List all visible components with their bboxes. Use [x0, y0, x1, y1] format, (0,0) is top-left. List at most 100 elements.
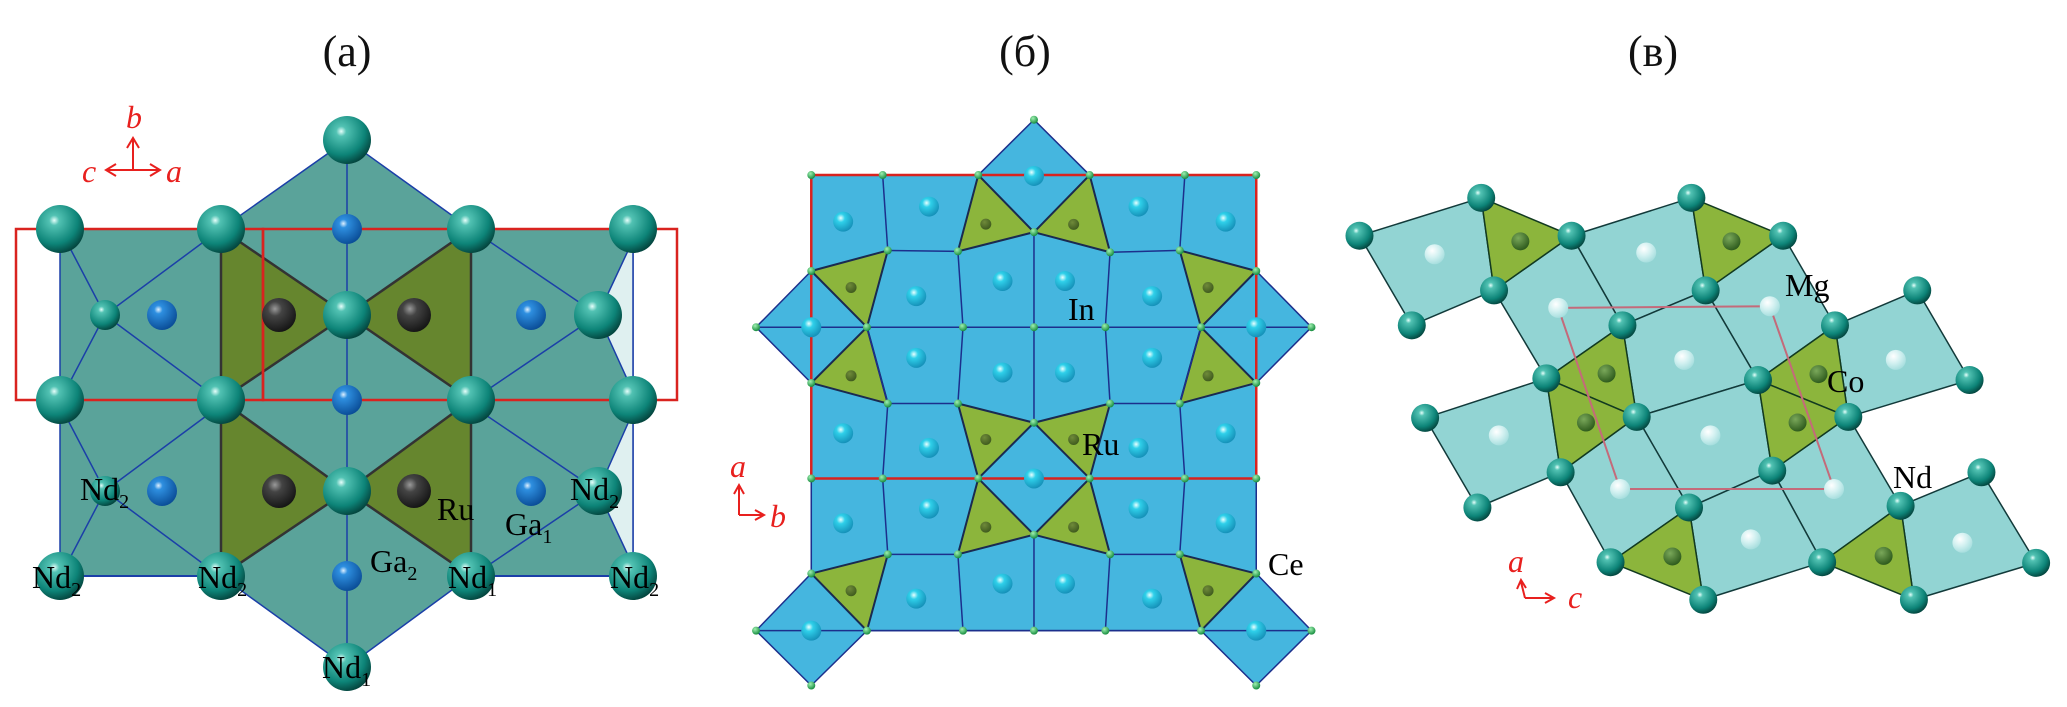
ga-atom — [332, 561, 362, 591]
co-triangle — [1609, 506, 1705, 601]
ce-atom — [1055, 573, 1075, 594]
ru-atom — [1068, 433, 1080, 445]
mg-atom — [1740, 529, 1761, 550]
in-atom — [1252, 171, 1261, 180]
ga-atom — [147, 300, 177, 330]
ce-atom — [1246, 620, 1267, 641]
co-atom — [1597, 364, 1616, 383]
in-atom — [974, 474, 983, 483]
nd-atom — [447, 552, 495, 600]
nd-atom — [197, 376, 245, 424]
in-atom — [752, 323, 761, 332]
in-atom — [959, 626, 967, 635]
in-atom — [1029, 626, 1038, 635]
in-atom — [1106, 550, 1115, 559]
nd-atom — [1480, 276, 1509, 305]
bond-edge — [1178, 327, 1202, 555]
in-atom — [1252, 378, 1261, 387]
ru-atom — [845, 370, 857, 382]
ce-atom — [919, 498, 939, 519]
ce-atom — [906, 347, 927, 368]
mg-atom — [1700, 425, 1721, 446]
nd-atom — [447, 205, 495, 253]
atom-label: Ga2 — [370, 543, 417, 585]
panel-b-structure — [752, 115, 1316, 690]
axis-label-a: a — [1508, 543, 1524, 579]
co-atom — [1663, 547, 1682, 566]
co-atom — [1511, 232, 1530, 251]
in-atom — [1106, 248, 1115, 257]
atom-label: Nd2 — [198, 559, 247, 601]
nd-atom — [323, 643, 371, 691]
in-atom — [883, 246, 892, 255]
axis-label-a: a — [166, 153, 182, 189]
nd-atom — [323, 467, 371, 515]
in-atom — [974, 171, 983, 180]
nd-atom — [1689, 585, 1718, 614]
panel-c-atom-labels: Mg Co Nd — [1785, 267, 1932, 495]
in-atom — [1180, 474, 1189, 483]
ga-atom — [516, 476, 546, 506]
in-atom — [1101, 323, 1110, 332]
mg-atom — [1759, 296, 1780, 317]
in-atom — [807, 681, 816, 690]
ru-atom — [980, 433, 992, 445]
nd-atom — [1691, 276, 1720, 305]
ce-atom — [1128, 437, 1149, 458]
ga-atom — [147, 476, 177, 506]
ru-atom — [845, 281, 857, 293]
in-atom — [1180, 171, 1189, 180]
ce-atom — [992, 573, 1013, 594]
mg-atom — [1424, 244, 1445, 265]
ru-triangle — [1178, 249, 1258, 329]
in-atom — [1175, 399, 1184, 408]
nd-atom — [1463, 493, 1492, 522]
in-atom — [1197, 323, 1205, 332]
ce-atom — [1055, 362, 1075, 383]
ce-atom — [833, 423, 854, 444]
ce-atom — [1215, 423, 1236, 444]
panel-c-structure — [1345, 183, 2051, 614]
atom-label-ce: Ce — [1268, 546, 1304, 582]
co-atom — [1722, 232, 1741, 251]
ce-atom — [801, 317, 822, 338]
ce-atom — [1215, 211, 1236, 232]
ru-triangle — [956, 477, 1035, 556]
in-atom — [807, 267, 816, 276]
ce-atom — [801, 620, 822, 641]
ce-atom — [906, 286, 927, 307]
in-atom — [807, 378, 816, 387]
in-atom — [953, 550, 962, 559]
axis-arrows-icon — [733, 482, 767, 521]
mg-atom — [1824, 479, 1845, 500]
bond-edge — [957, 554, 964, 631]
bond-edge — [866, 327, 889, 555]
panel-a-title: (a) — [323, 27, 372, 76]
nd-atom — [609, 205, 657, 253]
atom-label-co: Co — [1827, 363, 1864, 399]
nd-atom — [90, 476, 120, 506]
ru-atom — [980, 218, 992, 230]
panel-b-axis-indicator: a b — [730, 448, 786, 534]
in-atom — [1307, 323, 1316, 332]
panel-b-atom-labels: In Ru Ce — [1068, 291, 1304, 582]
atom-label: Ga1 — [505, 506, 552, 548]
nd-atom — [1769, 221, 1798, 250]
mg-atom — [1488, 425, 1509, 446]
mg-polyhedron — [1358, 197, 1495, 327]
axis-label-c: c — [1568, 579, 1582, 615]
in-atom — [1252, 569, 1261, 578]
ru-atom — [1068, 218, 1080, 230]
axis-label-b: b — [770, 498, 786, 534]
ru-triangle — [956, 402, 1035, 480]
nd-atom — [1903, 276, 1932, 305]
axis-arrows-icon — [1516, 577, 1557, 604]
ru-atom — [1202, 370, 1214, 382]
in-atom — [1252, 681, 1261, 690]
ce-atom — [919, 437, 939, 458]
mg-atom — [1548, 297, 1569, 318]
mg-atom — [1885, 349, 1906, 370]
nd-atom — [36, 376, 84, 424]
in-atom — [1029, 323, 1038, 332]
nd-atom — [1532, 364, 1561, 393]
